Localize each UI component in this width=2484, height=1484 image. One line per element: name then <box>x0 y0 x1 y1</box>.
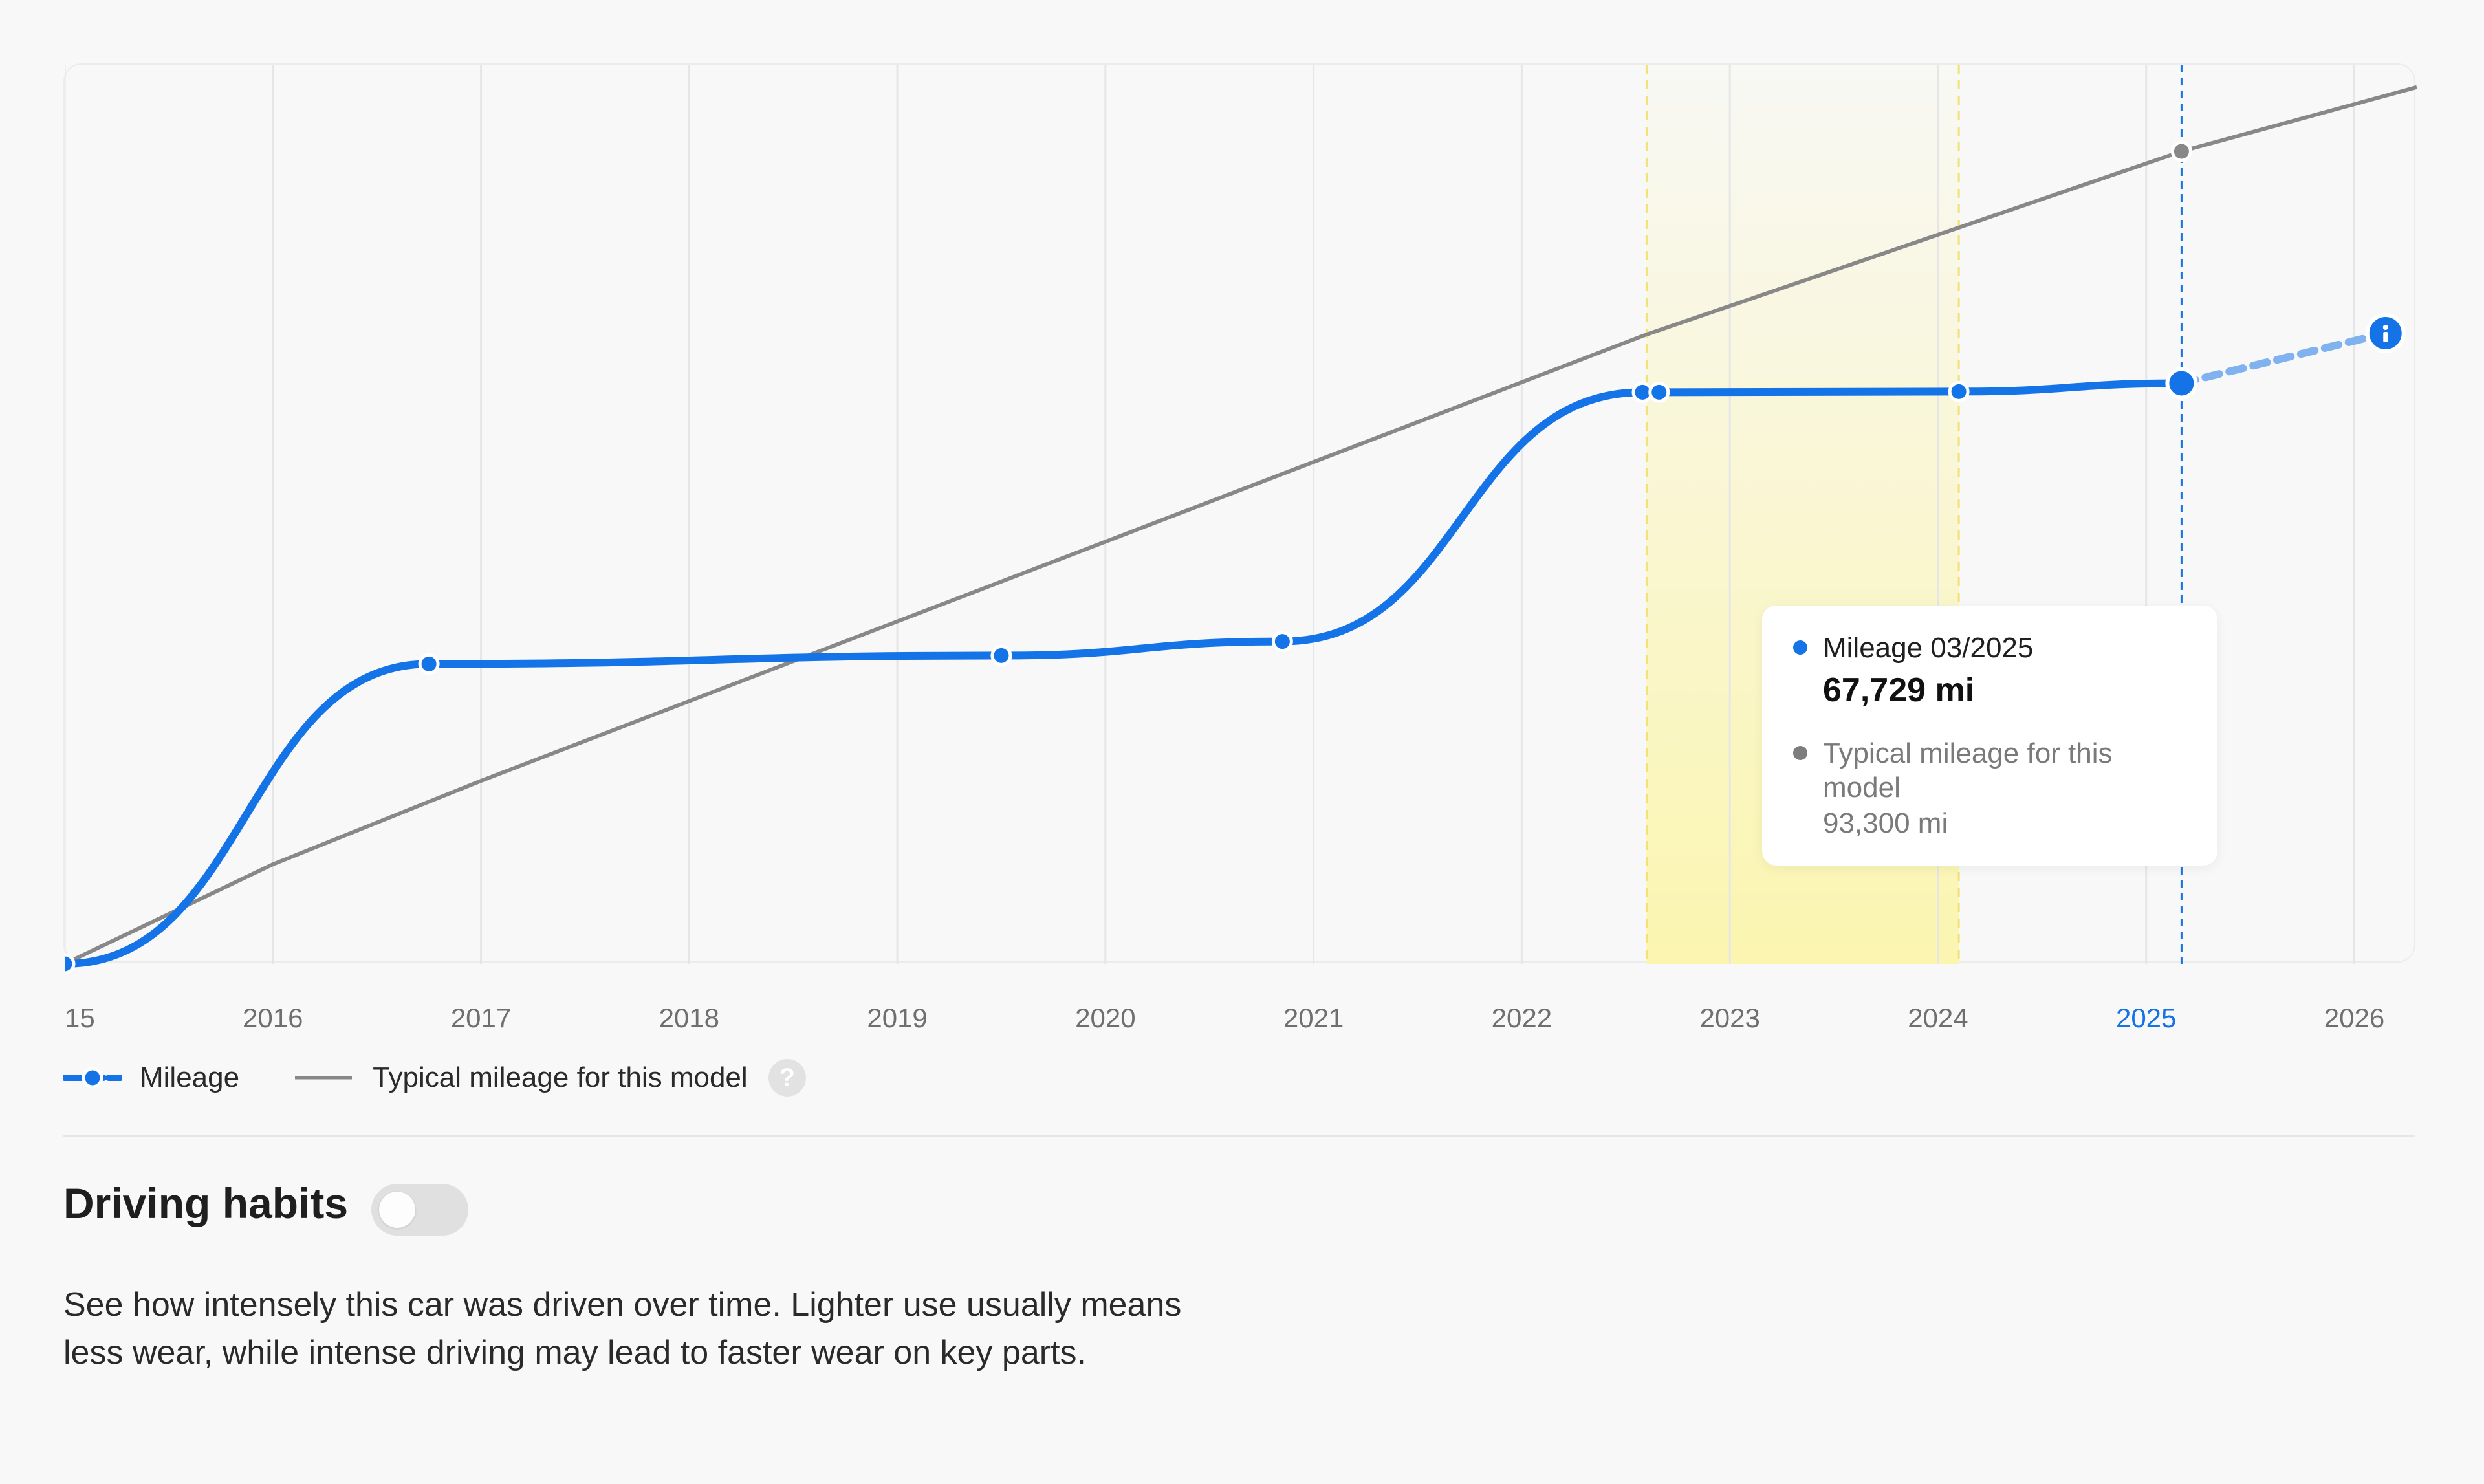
mileage-point-2 <box>990 644 1012 666</box>
mileage-point-0 <box>65 953 76 975</box>
driving-habits-title: Driving habits <box>63 1179 349 1227</box>
info-icon-dot <box>2382 325 2388 331</box>
driving-habits-description: See how intensely this car was driven ov… <box>63 1286 1182 1371</box>
info-icon-stem <box>2383 332 2388 343</box>
x-tick-label-2024: 2024 <box>1908 1003 1968 1033</box>
tooltip-typical-value: 93,300 mi <box>1823 807 1948 840</box>
x-tick-label-2023: 2023 <box>1699 1003 1760 1033</box>
x-tick-label-2020: 2020 <box>1075 1003 1135 1033</box>
mileage-point-7 <box>2165 367 2198 400</box>
tooltip-mileage-value: 67,729 mi <box>1823 671 1975 709</box>
mileage-chart: 2015 2016 2017 2018 2019 2020 2021 2022 2023 2024… <box>65 65 2417 1033</box>
legend-item-typical[interactable]: Typical mileage for this model ? <box>294 1059 806 1097</box>
x-tick-label-2025: 2025 <box>2116 1003 2176 1033</box>
x-tick-label-2017: 2017 <box>451 1003 511 1033</box>
typical-dot-icon <box>1793 745 1807 760</box>
typical-mileage-line <box>65 85 2417 966</box>
typical-legend-icon <box>295 1076 353 1080</box>
chart-tooltip: Mileage 03/2025 67,729 mi Typical mileag… <box>1762 606 2217 866</box>
legend-mileage-label: Mileage <box>140 1062 240 1093</box>
x-tick-label-2021: 2021 <box>1283 1003 1344 1033</box>
section-divider <box>63 1135 2415 1137</box>
toggle-knob <box>379 1192 415 1228</box>
mileage-point-3 <box>1271 631 1293 653</box>
mileage-legend-icon <box>63 1067 122 1089</box>
x-tick-label-2026: 2026 <box>2324 1003 2384 1033</box>
x-tick-label-2018: 2018 <box>659 1003 719 1033</box>
tooltip-mileage-row: Mileage 03/2025 <box>1793 631 2186 666</box>
tooltip-mileage-label: Mileage 03/2025 <box>1823 632 2034 664</box>
driving-habits-toggle[interactable] <box>371 1184 468 1236</box>
mileage-projection-line <box>2177 329 2390 387</box>
mileage-chart-panel: 2015 2016 2017 2018 2019 2020 2021 2022 2023 2024… <box>63 63 2417 1033</box>
legend-typical-label: Typical mileage for this model <box>373 1062 748 1093</box>
typical-cursor-point <box>2170 140 2192 162</box>
tooltip-typical-row: Typical mileage for this model <box>1793 737 2186 805</box>
mileage-dot-icon <box>1793 640 1807 655</box>
mileage-point-5 <box>1648 381 1670 403</box>
x-tick-label-2015: 2015 <box>65 1003 95 1033</box>
tooltip-typical-label: Typical mileage for this model <box>1823 737 2113 803</box>
help-icon[interactable]: ? <box>768 1059 806 1097</box>
x-tick-label-2016: 2016 <box>243 1003 303 1033</box>
x-tick-label-2019: 2019 <box>867 1003 927 1033</box>
mileage-point-1 <box>418 653 440 675</box>
mileage-point-6 <box>1948 380 1970 402</box>
chart-legend: Mileage Typical mileage for this model ? <box>63 1057 860 1098</box>
x-tick-label-2022: 2022 <box>1492 1003 1552 1033</box>
legend-item-mileage[interactable]: Mileage <box>63 1062 239 1094</box>
